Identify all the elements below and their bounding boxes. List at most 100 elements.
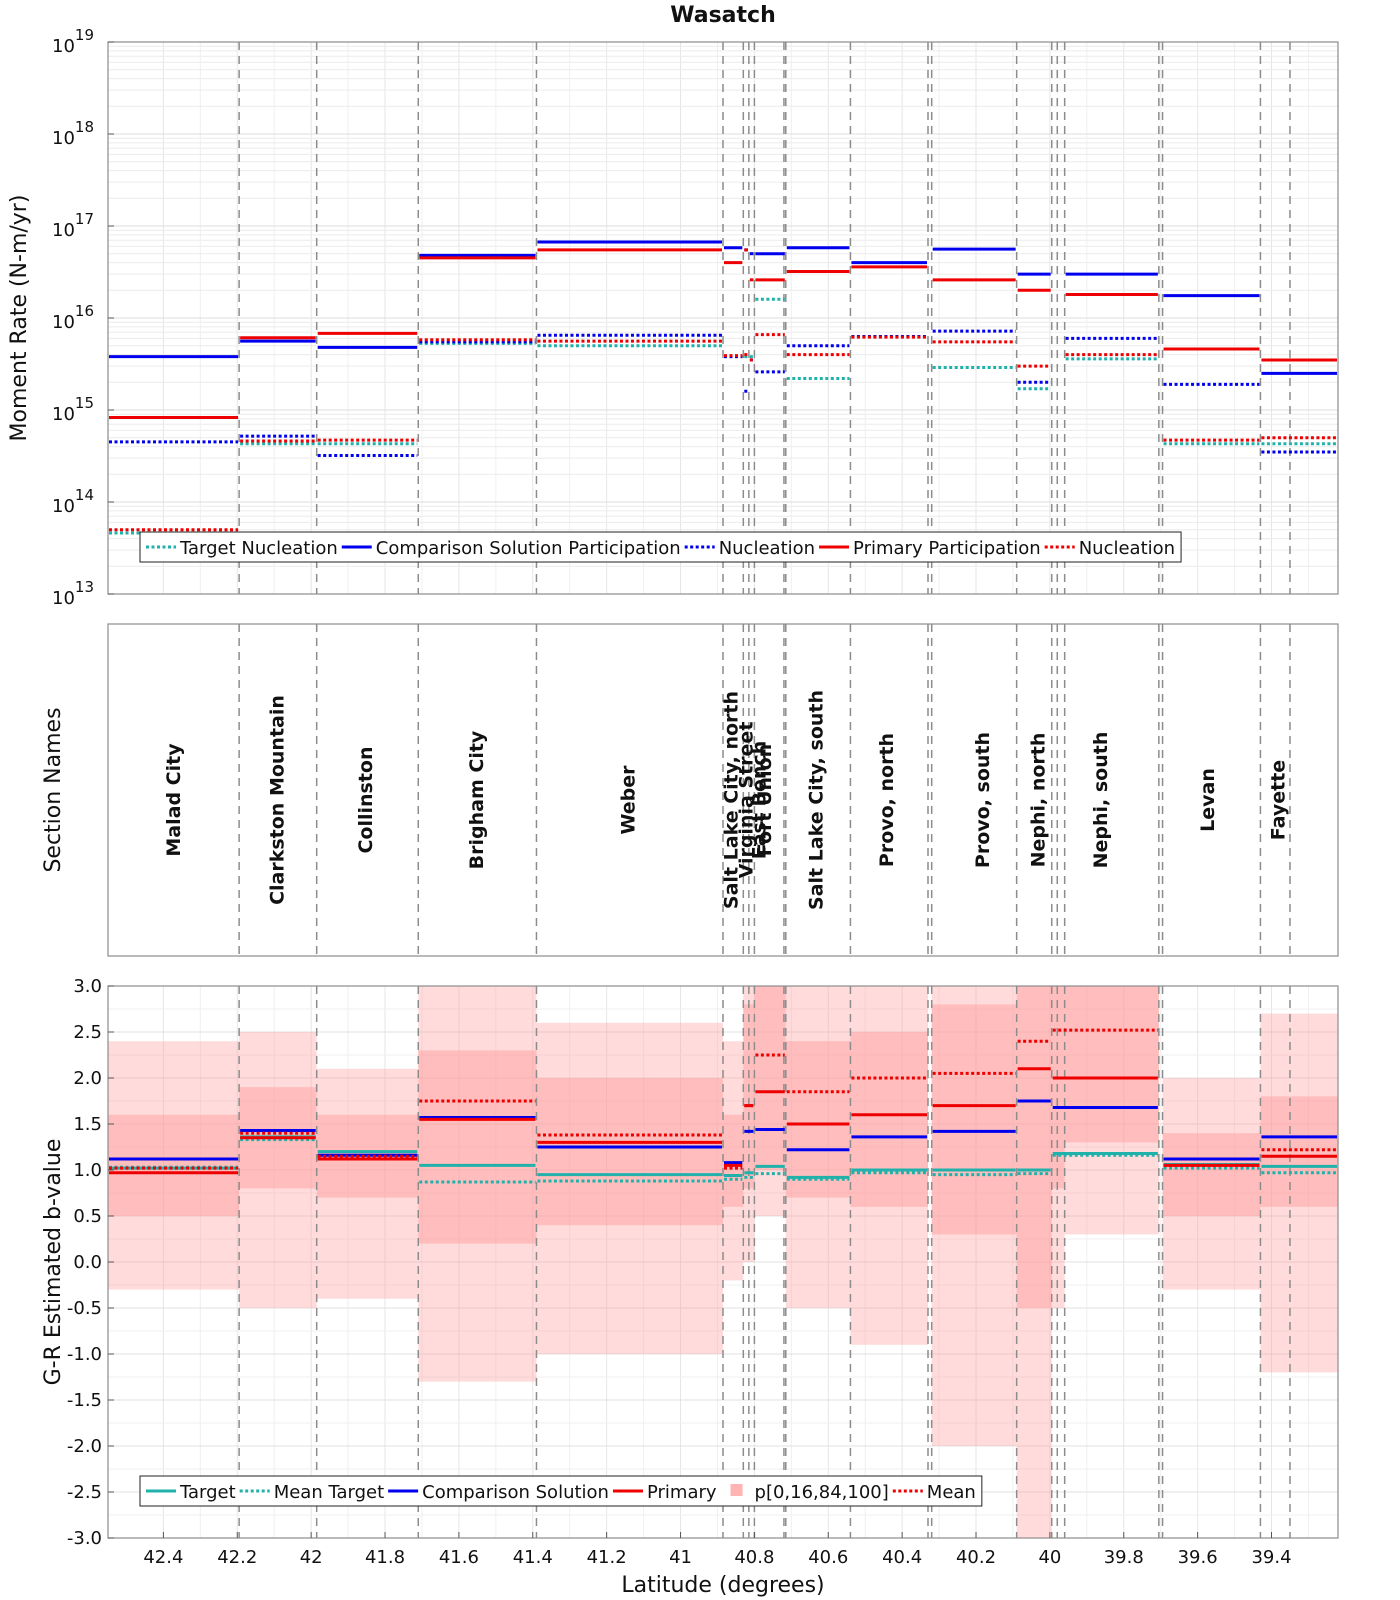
- legend-box: [139, 1475, 983, 1507]
- band-segment: [931, 1004, 1017, 1235]
- section-name-label: Provo, north: [876, 733, 898, 867]
- y-tick-exponent: 17: [75, 210, 94, 228]
- x-tick-label: 42.4: [143, 1547, 183, 1568]
- y-tick-exponent: 13: [75, 578, 94, 596]
- y-tick-label: 1018: [52, 118, 94, 149]
- band-segment: [1064, 986, 1159, 1235]
- y-axis-label: Section Names: [41, 707, 66, 872]
- section-name-label: Nephi, south: [1090, 732, 1112, 869]
- y-tick-label: 1013: [52, 578, 94, 609]
- series-comparison-solution-participation: [109, 240, 1337, 375]
- y-tick-exponent: 19: [75, 26, 94, 44]
- y-tick-label: 1014: [52, 486, 94, 517]
- y-axis-label: G-R Estimated b-value: [41, 1139, 66, 1386]
- y-tick-base: 10: [52, 36, 75, 57]
- series-primary-nucleation: [109, 333, 1337, 532]
- band-segment: [1260, 1096, 1338, 1207]
- legend-label: Primary Participation: [853, 538, 1041, 559]
- legend-box: [139, 531, 1182, 563]
- legend-label: Mean Target: [274, 1482, 384, 1503]
- section-name-label: Clarkston Mountain: [266, 695, 288, 905]
- section-name-label: Nephi, north: [1027, 733, 1049, 868]
- panel-2: 3.0 2.5 2.0 1.5 1.0 0.5 0.0 -0.5 -1.0 -1.5 -2.0 -2.…: [41, 976, 1339, 1549]
- band-p-0-100-: [108, 986, 1338, 1538]
- legend-swatch: [730, 1484, 743, 1496]
- y-tick-label: 3.0: [73, 976, 102, 997]
- y-tick-base: 10: [52, 312, 75, 333]
- plot-area: [108, 624, 1338, 956]
- section-name-label: Fort Union: [754, 744, 776, 856]
- plot-inner: [108, 42, 1338, 594]
- y-tick-label: 1019: [52, 26, 94, 57]
- legend-label: Nucleation: [719, 538, 815, 559]
- x-tick-label: 39.8: [1104, 1547, 1144, 1568]
- band-segment: [1064, 986, 1159, 1143]
- y-tick-exponent: 18: [75, 118, 94, 136]
- y-tick-exponent: 14: [75, 486, 94, 504]
- legend-label: Comparison Solution: [422, 1482, 609, 1503]
- section-name-label: Levan: [1197, 768, 1219, 832]
- section-name-label: Malad City: [163, 743, 185, 857]
- band-segment: [536, 1078, 723, 1226]
- band-segment: [850, 1032, 928, 1207]
- series-primary: [109, 1067, 1337, 1175]
- legend-label: Target: [179, 1482, 236, 1503]
- section-name-label: Virginia Street: [736, 722, 758, 879]
- band-segment: [316, 1068, 419, 1299]
- band-segment: [785, 1041, 851, 1198]
- band-segment: [723, 1041, 744, 1281]
- y-tick-label: 2.0: [73, 1068, 102, 1089]
- series-target: [109, 1135, 1337, 1179]
- band-segment: [108, 1041, 240, 1290]
- band-segment: [785, 986, 851, 1308]
- band-segment: [536, 1022, 723, 1354]
- plot-inner: [108, 986, 1338, 1538]
- band-segment: [931, 986, 1017, 1446]
- chart-root: Wasatch1013101410151016101710181019Momen…: [7, 3, 1339, 1598]
- plot-frame: [107, 623, 1339, 957]
- band-segment: [1016, 986, 1052, 1308]
- x-tick-label: 41.4: [513, 1547, 553, 1568]
- x-tick-label: 41.6: [439, 1547, 479, 1568]
- x-tick-label: 41.2: [587, 1547, 627, 1568]
- y-tick-base: 10: [52, 220, 75, 241]
- legend-label: Comparison Solution Participation: [376, 538, 681, 559]
- band-segment: [418, 1050, 537, 1244]
- band-segment: [239, 1032, 317, 1308]
- x-tick-label: 39.4: [1251, 1547, 1291, 1568]
- band-segment: [743, 1004, 755, 1189]
- section-name-label: Weber: [617, 765, 639, 835]
- legend-label: Nucleation: [1079, 538, 1175, 559]
- y-tick-label: -0.5: [67, 1298, 102, 1319]
- y-tick-exponent: 15: [75, 394, 94, 412]
- band-segment: [850, 986, 928, 1345]
- section-name-label: Salt Lake City, north: [721, 691, 743, 909]
- x-tick-label: 41: [669, 1547, 692, 1568]
- y-tick-base: 10: [52, 128, 75, 149]
- legend-label: Target Nucleation: [179, 538, 338, 559]
- x-tick-label: 41.8: [365, 1547, 405, 1568]
- y-tick-label: 1015: [52, 394, 94, 425]
- section-name-label: Provo, south: [972, 732, 994, 868]
- chart-title: Wasatch: [670, 3, 776, 28]
- legend: Target Mean Target Comparison Solution Prim…: [139, 1475, 983, 1507]
- y-tick-label: 2.5: [73, 1022, 102, 1043]
- band-segment: [1260, 1013, 1338, 1373]
- band-segment: [1162, 1133, 1261, 1216]
- section-name-label: Collinston: [355, 746, 377, 853]
- panel-1: Malad City Clarkston Mountain Collinston Br…: [41, 623, 1339, 957]
- x-tick-label: 40: [1038, 1547, 1061, 1568]
- y-tick-base: 10: [52, 496, 75, 517]
- x-tick-label: 40.8: [734, 1547, 774, 1568]
- x-tick-label: 42.2: [217, 1547, 257, 1568]
- y-tick-label: 1.0: [73, 1160, 102, 1181]
- band-segment: [1051, 986, 1065, 1189]
- legend-label: Mean: [927, 1482, 976, 1503]
- y-tick-base: 10: [52, 588, 75, 609]
- legend: Target Nucleation Comparison Solution Par…: [139, 531, 1182, 563]
- band-segment: [1162, 1078, 1261, 1290]
- x-tick-label: 42: [300, 1547, 323, 1568]
- y-tick-label: -1.0: [67, 1344, 102, 1365]
- y-tick-label: -1.5: [67, 1390, 102, 1411]
